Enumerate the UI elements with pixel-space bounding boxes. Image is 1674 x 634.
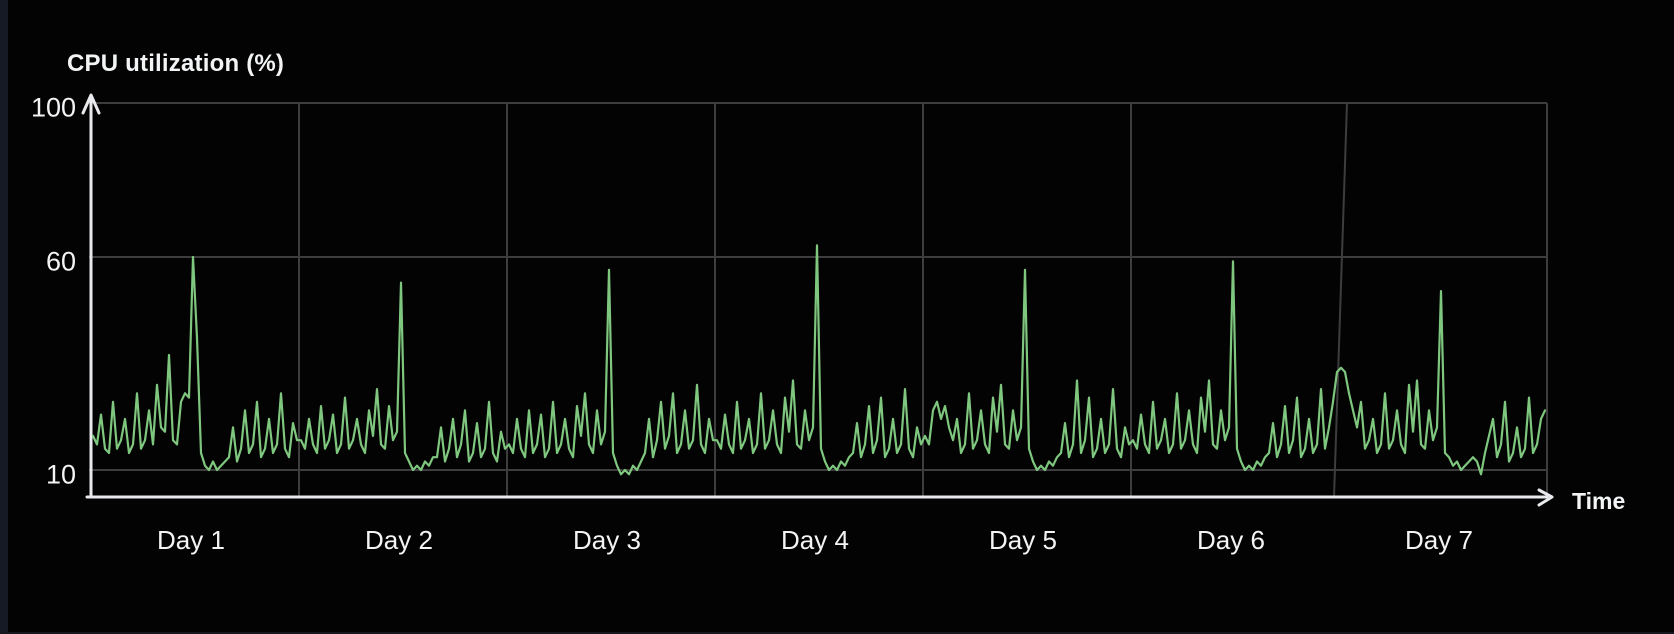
y-tick-label: 60 [45,246,76,277]
day-label: Day 7 [1405,525,1473,555]
cpu-series-line [91,244,1547,476]
day-label: Day 1 [157,525,225,555]
gridlines [89,102,1548,498]
y-tick-label: 100 [30,92,76,123]
window-bottom-edge-strip [0,632,1674,634]
day-label: Day 6 [1197,525,1265,555]
day-label: Day 4 [781,525,849,555]
day-label: Day 5 [989,525,1057,555]
chart-title: CPU utilization (%) [67,50,285,77]
day-label: Day 2 [365,525,433,555]
y-tick-label: 10 [45,459,76,490]
axes [81,93,1554,507]
window-left-edge-strip [0,0,8,634]
x-axis-title: Time [1572,488,1626,514]
day-label: Day 3 [573,525,641,555]
